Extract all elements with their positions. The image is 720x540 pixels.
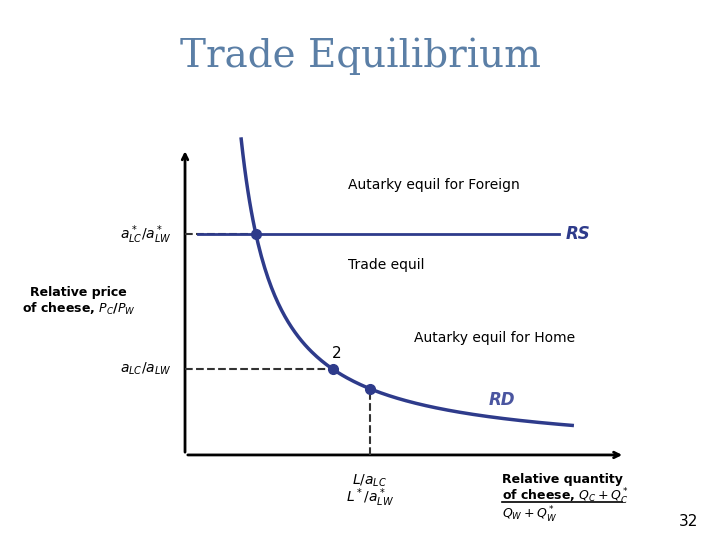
Text: $a^*_{LC}/a^*_{LW}$: $a^*_{LC}/a^*_{LW}$ [120,223,171,246]
Text: $a_{LC}/a_{LW}$: $a_{LC}/a_{LW}$ [120,361,171,377]
Text: RD: RD [489,391,515,409]
Text: RS: RS [566,225,590,243]
Text: Autarky equil for Home: Autarky equil for Home [414,332,575,346]
Text: 2: 2 [332,346,341,361]
Text: $Q_W + Q^*_W$: $Q_W + Q^*_W$ [502,504,557,525]
Text: Relative price
of cheese, $P_C$/$P_W$: Relative price of cheese, $P_C$/$P_W$ [22,286,135,318]
Text: Trade equil: Trade equil [348,258,424,272]
Text: Relative quantity: Relative quantity [502,473,623,486]
Text: Trade Equilibrium: Trade Equilibrium [179,38,541,75]
Text: Autarky equil for Foreign: Autarky equil for Foreign [348,178,520,192]
Text: $L^*/a^*_{LW}$: $L^*/a^*_{LW}$ [346,487,394,509]
Text: $L/a_{LC}$: $L/a_{LC}$ [352,473,387,489]
Text: of cheese, $Q_C + Q^*_C$: of cheese, $Q_C + Q^*_C$ [502,487,629,507]
Text: 32: 32 [679,514,698,529]
